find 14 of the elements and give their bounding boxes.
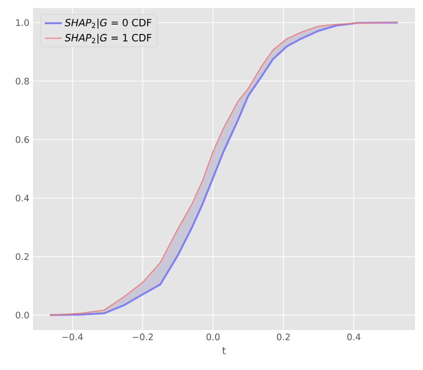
legend-label: SHAP$_{2}$|G = 1 CDF (64, 34, 152, 44)
x-tick-label: 0.4 (347, 334, 360, 340)
x-tick-label: −0.4 (62, 334, 83, 340)
legend-label: SHAP$_{2}$|G = 0 CDF (64, 18, 152, 29)
y-tick-label: 0.2 (16, 253, 29, 260)
x-tick-label: 0.0 (206, 334, 220, 340)
y-tick-label: 0.4 (16, 194, 29, 202)
y-tick-label: 0.8 (16, 78, 29, 84)
y-tick-label: 1.0 (16, 19, 29, 26)
x-tick-label: 0.2 (276, 334, 290, 340)
y-tick-label: 0.6 (16, 136, 29, 143)
x-axis-title: t (222, 347, 226, 354)
x-tick-label: −0.2 (132, 334, 153, 340)
y-tick-label: 0.0 (16, 312, 29, 318)
